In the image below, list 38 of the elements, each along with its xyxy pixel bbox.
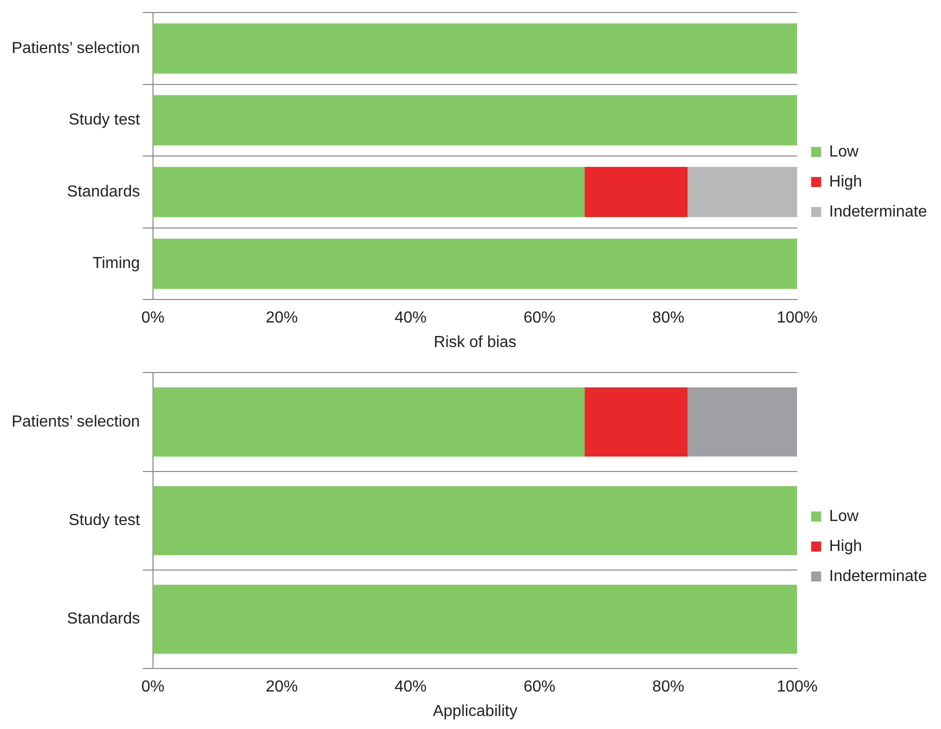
bar: [584, 387, 688, 456]
y-tick-label: Study test: [68, 112, 141, 129]
bar: [584, 166, 688, 218]
bar: [152, 387, 585, 456]
legend-label: Indeterminate: [829, 568, 928, 585]
x-tick-label: 100%: [776, 678, 818, 696]
x-tick-label: 40%: [394, 310, 427, 327]
x-tick-label: 60%: [523, 310, 556, 327]
x-tick-label: 80%: [652, 310, 684, 327]
bar: [152, 95, 798, 146]
x-axis-title: Risk of bias: [434, 334, 516, 351]
y-tick-label: Standards: [67, 183, 140, 200]
x-tick-label: 0%: [141, 310, 165, 327]
bar: [152, 23, 798, 74]
y-tick-label: Study test: [68, 512, 141, 530]
x-tick-label: 20%: [266, 678, 298, 696]
x-tick-label: 40%: [394, 678, 427, 696]
bar: [152, 486, 798, 556]
x-tick-label: 80%: [652, 678, 684, 696]
legend-label: High: [829, 538, 862, 555]
legend-label: High: [829, 173, 862, 190]
bar: [688, 387, 798, 456]
x-tick-label: 60%: [523, 678, 556, 696]
y-tick-label: Standards: [67, 610, 140, 628]
bar: [688, 166, 798, 218]
x-tick-label: 20%: [266, 310, 298, 327]
legend-label: Indeterminate: [829, 203, 928, 220]
bar: [152, 238, 798, 289]
y-tick-label: Timing: [92, 255, 140, 272]
x-axis-title: Applicability: [432, 702, 518, 720]
bar: [152, 584, 798, 654]
x-tick-label: 100%: [776, 310, 818, 327]
legend-label: Low: [829, 143, 859, 160]
y-tick-label: Patients’ selection: [12, 413, 140, 430]
y-tick-label: Patients’ selection: [12, 40, 140, 57]
x-tick-label: 0%: [141, 678, 165, 696]
bar: [152, 166, 585, 218]
legend-label: Low: [829, 508, 859, 525]
